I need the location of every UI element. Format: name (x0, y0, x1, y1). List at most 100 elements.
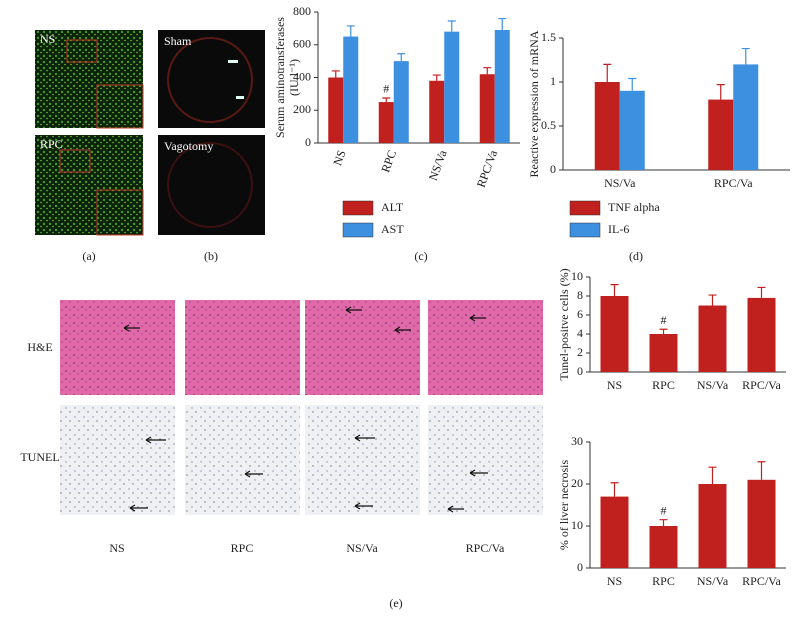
column-label: RPC (231, 541, 254, 555)
bar (649, 334, 678, 372)
bar (747, 297, 776, 372)
error-bar (708, 294, 717, 306)
y-tick-label: 0 (550, 162, 556, 176)
panel-label: (c) (414, 249, 427, 263)
error-bar (498, 17, 507, 31)
panel-e-images: H&E TUNEL NS RPC NS/Va RPC/Va (20, 300, 543, 555)
x-tick-label: RPC/Va (742, 574, 781, 588)
image-label: Vagotomy (164, 139, 213, 153)
legend-label: IL-6 (608, 222, 629, 236)
column-label: NS/Va (346, 541, 378, 555)
bar (444, 31, 460, 143)
y-tick-label: 800 (293, 4, 311, 18)
y-tick-label: 1 (550, 74, 556, 88)
bar (594, 82, 620, 170)
annotation: # (383, 82, 389, 96)
y-tick-label: 4 (577, 326, 583, 340)
column-label: RPC/Va (466, 541, 505, 555)
image-label: RPC (40, 137, 63, 151)
bar (393, 61, 409, 143)
bar (698, 305, 727, 372)
column-label: NS (109, 541, 124, 555)
bar (619, 90, 645, 170)
x-tick-label: NS/Va (604, 176, 636, 190)
bar (328, 77, 344, 143)
bar (343, 36, 359, 143)
y-tick-label: 600 (293, 37, 311, 51)
error-bar (610, 284, 619, 296)
x-tick-label: RPC (652, 378, 675, 392)
panel-b-images: Sham Vagotomy (158, 30, 265, 235)
error-bar (432, 74, 441, 81)
error-bar (659, 519, 668, 526)
bar (600, 296, 629, 372)
legend-label: ALT (381, 200, 404, 214)
x-tick-label: NS (607, 378, 622, 392)
bar (649, 526, 678, 568)
error-bar (708, 466, 717, 484)
bar (708, 99, 734, 170)
panel-label: (a) (82, 249, 95, 263)
error-bar (346, 25, 355, 37)
bar (698, 484, 727, 568)
bar (429, 80, 445, 143)
y-tick-label: 30 (571, 434, 583, 448)
x-tick-label: RPC (378, 148, 399, 174)
y-tick-label: 10 (571, 269, 583, 283)
x-tick-label: NS/Va (426, 148, 450, 183)
image-label: Sham (164, 34, 192, 48)
y-tick-label: 0 (305, 135, 311, 149)
y-tick-label: 20 (571, 476, 583, 490)
error-bar (659, 328, 668, 334)
legend-swatch (569, 200, 601, 216)
legend-label: AST (381, 222, 404, 236)
x-tick-label: RPC/Va (474, 148, 501, 190)
error-bar (716, 84, 725, 100)
x-tick-label: RPC/Va (714, 176, 753, 190)
y-tick-label: 8 (577, 288, 583, 302)
error-bar (757, 286, 766, 298)
panel-label: (e) (389, 596, 402, 610)
x-tick-label: NS (330, 148, 348, 167)
x-tick-label: NS/Va (697, 378, 729, 392)
error-bar (757, 461, 766, 480)
y-tick-label: 0.5 (541, 118, 556, 132)
y-axis-label: Tunel-positve cells (%) (557, 268, 571, 380)
y-tick-label: 2 (577, 345, 583, 359)
bar (733, 64, 759, 170)
y-axis-label: Serum aminotransferases (273, 17, 287, 138)
error-bar (603, 63, 612, 82)
error-bar (483, 67, 492, 75)
legend-swatch (569, 222, 601, 238)
x-tick-label: NS (607, 574, 622, 588)
y-tick-label: 6 (577, 307, 583, 321)
bar (600, 496, 629, 568)
y-tick-label: 10 (571, 518, 583, 532)
y-tick-label: 400 (293, 69, 311, 83)
legend-swatch (342, 222, 374, 238)
x-tick-label: NS/Va (697, 574, 729, 588)
error-bar (610, 482, 619, 497)
y-tick-label: 200 (293, 102, 311, 116)
x-tick-label: RPC/Va (742, 378, 781, 392)
bar (378, 102, 394, 143)
x-tick-label: RPC (652, 574, 675, 588)
annotation: # (661, 503, 667, 517)
error-bar (382, 97, 391, 103)
bar (494, 30, 510, 144)
error-bar (331, 70, 340, 78)
legend-swatch (342, 200, 374, 216)
legend-label: TNF alpha (608, 200, 660, 214)
annotation: # (661, 313, 667, 327)
panel-label: (b) (204, 249, 218, 263)
panel-a-images: NS RPC (35, 30, 144, 236)
y-tick-label: 1.5 (541, 30, 556, 44)
y-axis-label: % of liver necrosis (557, 460, 571, 551)
error-bar (741, 47, 750, 65)
row-label: H&E (27, 340, 52, 354)
y-tick-label: 0 (577, 560, 583, 574)
error-bar (397, 53, 406, 62)
image-label: NS (40, 32, 55, 46)
y-tick-label: 0 (577, 364, 583, 378)
